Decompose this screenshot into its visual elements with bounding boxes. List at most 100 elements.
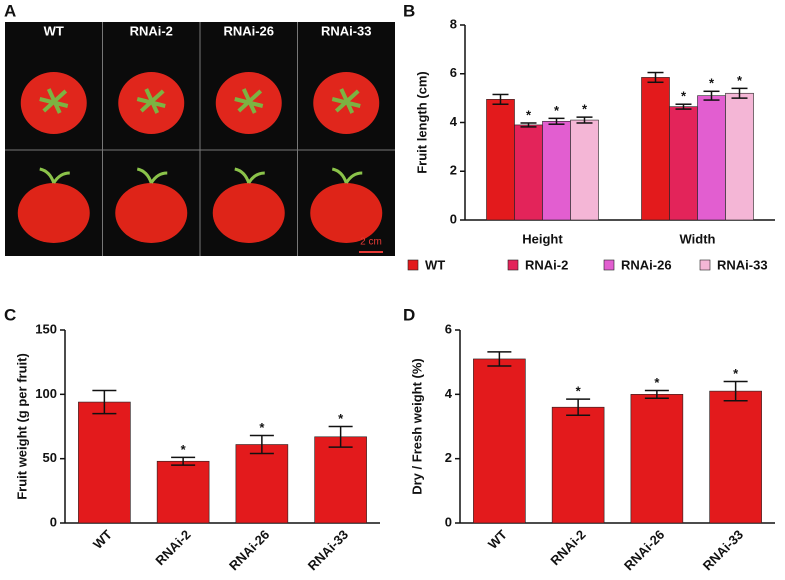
tomato-stem [234, 88, 264, 114]
significance-mark: * [582, 102, 588, 117]
y-tick-label: 150 [35, 321, 57, 336]
bar [669, 106, 698, 221]
y-tick-label: 2 [445, 450, 452, 465]
y-tick-label: 50 [43, 450, 57, 465]
y-axis-label: Fruit length (cm) [414, 71, 429, 174]
x-tick-label: RNAi-33 [305, 527, 351, 573]
tomato [212, 183, 285, 243]
bar [542, 120, 571, 221]
significance-mark: * [554, 103, 560, 118]
y-tick-label: 4 [445, 386, 453, 401]
y-tick-label: 6 [450, 65, 457, 80]
y-tick-label: 4 [450, 114, 458, 129]
bar [78, 401, 131, 524]
bar [725, 92, 754, 221]
column-label: RNAi-26 [223, 23, 274, 38]
y-axis-label: Dry / Fresh weight (%) [409, 358, 424, 495]
error-bar [647, 71, 664, 84]
x-tick-label: Width [680, 231, 716, 246]
significance-mark: * [733, 366, 739, 381]
legend-label: RNAi-26 [621, 257, 672, 272]
panel-label: D [403, 305, 415, 324]
y-tick-label: 8 [450, 16, 457, 31]
bar [235, 444, 289, 524]
bar [570, 119, 599, 221]
significance-mark: * [576, 384, 582, 399]
x-tick-label: RNAi-26 [226, 527, 272, 573]
y-axis-label: Fruit weight (g per fruit) [14, 353, 29, 500]
legend-label: RNAi-2 [525, 257, 568, 272]
error-bar [566, 398, 591, 416]
legend-swatch [507, 259, 519, 271]
significance-mark: * [737, 73, 743, 88]
scale-bar-label: 2 cm [360, 237, 382, 248]
y-tick-label: 0 [445, 514, 452, 529]
error-bar [723, 380, 748, 402]
significance-mark: * [654, 375, 660, 390]
legend-swatch [407, 259, 419, 271]
x-tick-label: Height [522, 231, 563, 246]
error-bar [548, 117, 565, 125]
error-bar [249, 434, 274, 455]
significance-mark: * [681, 89, 687, 104]
tomato-stem [136, 167, 168, 184]
tomato [17, 183, 90, 243]
panel-label: A [4, 1, 16, 20]
x-tick-label: WT [90, 527, 115, 552]
significance-mark: * [526, 107, 532, 122]
bar [697, 95, 726, 221]
tomato-stem [39, 88, 69, 114]
x-tick-label: RNAi-2 [152, 527, 193, 568]
bar [630, 394, 684, 524]
significance-mark: * [259, 420, 265, 435]
error-bar [703, 90, 720, 101]
error-bar [576, 116, 593, 124]
bar [641, 77, 670, 221]
column-label: RNAi-33 [321, 23, 372, 38]
tomato-stem [331, 88, 361, 114]
tomato-stem [39, 167, 70, 184]
column-label: RNAi-2 [130, 23, 173, 38]
bar [514, 124, 543, 221]
tomato [115, 183, 188, 243]
tomato-stem [136, 88, 166, 114]
legend-swatch [603, 259, 615, 271]
error-bar [731, 87, 748, 99]
panel-label: B [403, 1, 415, 20]
y-tick-label: 0 [50, 514, 57, 529]
tomato [310, 183, 383, 243]
x-tick-label: RNAi-26 [621, 527, 667, 573]
bar [473, 358, 526, 524]
error-bar [520, 122, 537, 128]
bar [709, 390, 762, 524]
x-tick-label: WT [485, 527, 510, 552]
error-bar [487, 351, 512, 367]
error-bar [171, 456, 196, 466]
bar [314, 436, 367, 524]
error-bar [92, 389, 117, 415]
error-bar [675, 103, 692, 110]
y-tick-label: 100 [35, 386, 57, 401]
significance-mark: * [181, 442, 187, 457]
legend-swatch [699, 259, 711, 271]
column-label: WT [44, 23, 64, 38]
error-bar [328, 425, 353, 448]
tomato-stem [234, 167, 265, 184]
significance-mark: * [709, 76, 715, 91]
y-tick-label: 6 [445, 321, 452, 336]
x-tick-label: RNAi-2 [547, 527, 588, 568]
legend-label: RNAi-33 [717, 257, 768, 272]
bar [486, 99, 515, 221]
tomato-stem [331, 167, 363, 184]
bar [551, 406, 605, 524]
significance-mark: * [338, 411, 344, 426]
x-tick-label: RNAi-33 [700, 527, 746, 573]
legend-label: WT [425, 257, 445, 272]
error-bar [644, 389, 669, 399]
panel-label: C [4, 305, 16, 324]
error-bar [492, 93, 509, 105]
bar [156, 460, 210, 524]
y-tick-label: 0 [450, 211, 457, 226]
y-tick-label: 2 [450, 163, 457, 178]
